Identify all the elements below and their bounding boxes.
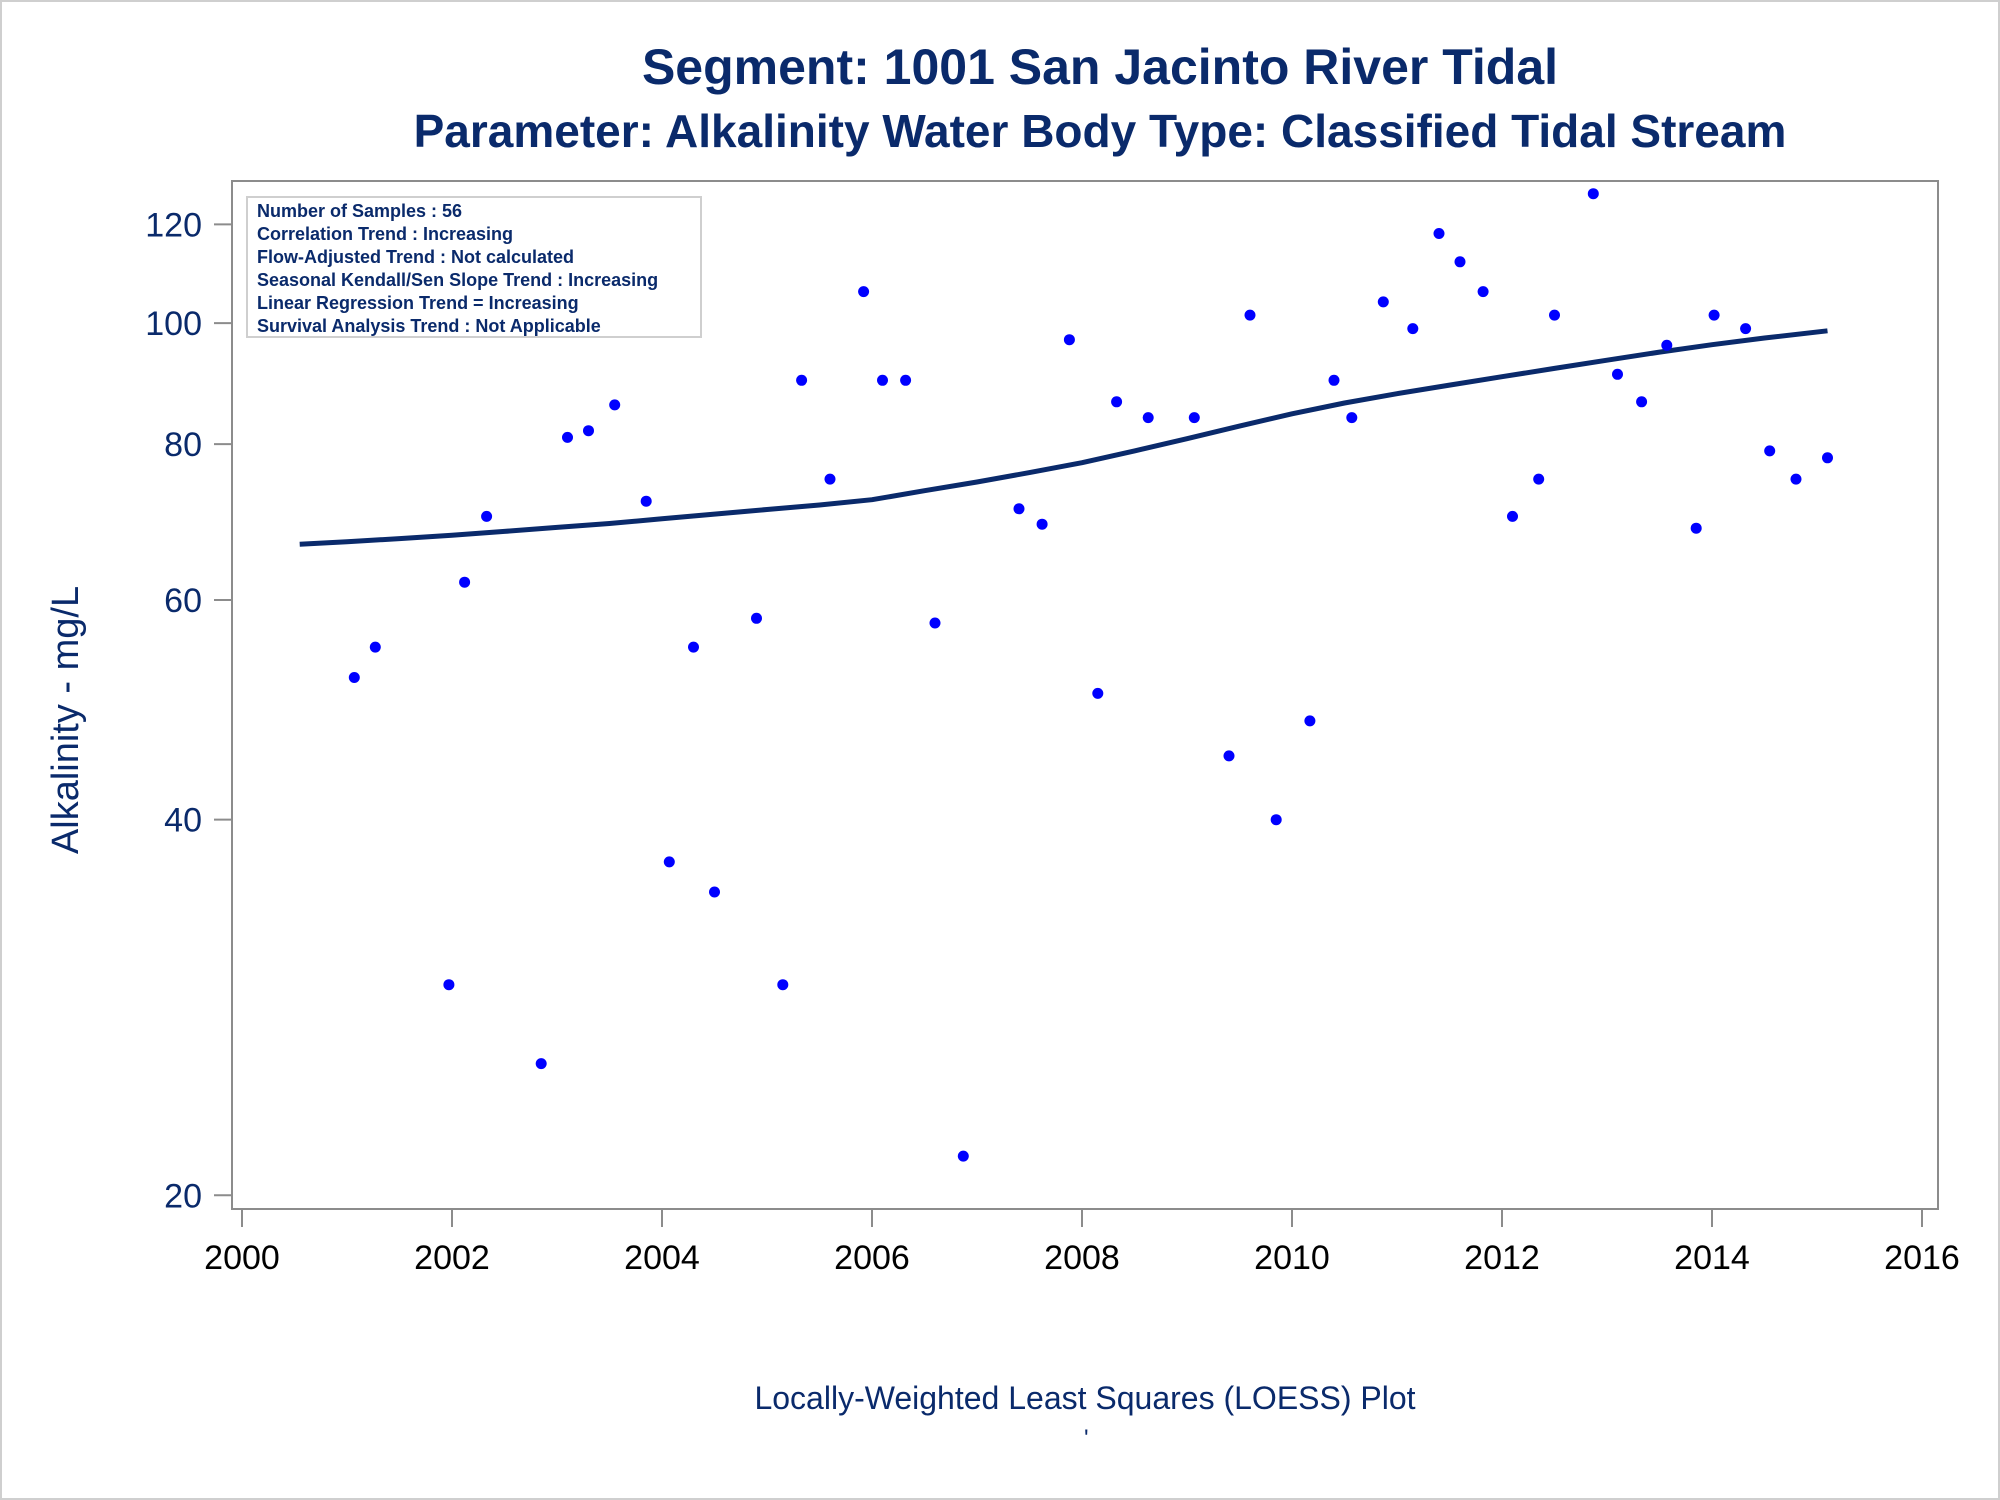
x-tick-label: 2000 (204, 1239, 280, 1277)
data-point (481, 510, 493, 522)
x-tick-label: 2008 (1044, 1239, 1120, 1277)
data-point (535, 1058, 547, 1070)
loess-curve (299, 328, 1828, 547)
stat-line: Survival Analysis Trend : Not Applicable (257, 316, 601, 336)
statistics-lines: Number of Samples : 56 Correlation Trend … (257, 200, 691, 338)
x-tick-label: 2006 (834, 1239, 910, 1277)
y-tick-label: 120 (145, 206, 202, 244)
data-point (443, 979, 455, 991)
data-point (1764, 445, 1776, 457)
x-tick-label: 2016 (1884, 1239, 1960, 1277)
stat-line: Linear Regression Trend = Increasing (257, 293, 579, 313)
plot-area (231, 180, 1939, 1210)
data-point (1690, 522, 1702, 534)
data-point (858, 286, 870, 298)
y-tick-label: 60 (164, 582, 202, 620)
data-point (348, 672, 360, 683)
data-point (709, 886, 720, 898)
data-point (751, 612, 762, 624)
data-point (663, 856, 675, 868)
y-tick-label: 80 (164, 426, 202, 464)
x-tick-label: 2002 (414, 1239, 490, 1277)
stat-line: Correlation Trend : Increasing (257, 224, 514, 244)
y-tick-label: 40 (164, 802, 202, 840)
y-tick-label: 100 (145, 305, 202, 343)
data-point (1433, 228, 1445, 239)
data-point (1188, 412, 1200, 424)
data-point (796, 374, 808, 386)
x-axis: 2000 2002 2004 2006 2008 2010 2012 2014 2016 (204, 1209, 1960, 1277)
data-point (1223, 750, 1235, 762)
data-point (1790, 473, 1802, 485)
data-point (1587, 188, 1599, 200)
x-tick-label: 2010 (1254, 1239, 1330, 1277)
y-axis: 20 40 60 80 100 120 (145, 206, 232, 1215)
data-point (1407, 323, 1419, 335)
statistics-box: Number of Samples : 56 Correlation Trend … (246, 196, 702, 338)
data-point (957, 1150, 969, 1162)
data-point (1822, 452, 1833, 464)
data-point (1013, 503, 1025, 515)
data-point (1549, 309, 1560, 321)
data-point (583, 425, 594, 437)
data-point (640, 495, 652, 507)
x-tick-label: 2012 (1464, 1239, 1540, 1277)
loess-layer (299, 328, 1828, 547)
data-point (688, 641, 699, 653)
data-point (1636, 396, 1648, 408)
y-tick-label: 20 (164, 1177, 202, 1215)
chart-title: Segment: 1001 San Jacinto River Tidal (641, 39, 1559, 95)
data-point (1092, 687, 1104, 699)
stat-line: Seasonal Kendall/Sen Slope Trend : Incre… (257, 270, 659, 290)
data-point (1454, 256, 1466, 268)
data-point (369, 641, 381, 653)
data-point (1328, 374, 1340, 386)
data-point (929, 617, 941, 629)
data-point (1661, 339, 1673, 351)
x-tick-label: 2014 (1674, 1239, 1750, 1277)
data-point (562, 431, 573, 443)
data-point (1377, 296, 1389, 308)
data-point (1111, 396, 1123, 408)
data-point (1063, 334, 1075, 346)
data-point (459, 576, 471, 588)
data-point (1244, 309, 1256, 321)
y-axis-label: Alkalinity - mg/L (45, 586, 87, 854)
data-point (1036, 518, 1048, 530)
stat-line: Number of Samples : 56 (257, 201, 463, 221)
data-point (1740, 323, 1752, 335)
data-point (1304, 715, 1316, 727)
data-point (777, 979, 789, 991)
data-point (1270, 814, 1282, 826)
data-point (877, 374, 888, 386)
data-point (609, 399, 621, 411)
data-point (900, 374, 912, 386)
stat-line: Flow-Adjusted Trend : Not calculated (257, 247, 575, 267)
footnote-mark: ' (1084, 1425, 1089, 1452)
data-point (1477, 286, 1489, 298)
x-tick-label: 2004 (624, 1239, 700, 1277)
data-point (1708, 309, 1720, 321)
data-point (824, 473, 836, 485)
data-point (1612, 368, 1623, 380)
chart-subtitle: Parameter: Alkalinity Water Body Type: C… (413, 105, 1787, 157)
data-point (1142, 412, 1154, 424)
data-point (1346, 412, 1358, 424)
data-point (1507, 510, 1518, 522)
footnote: Locally-Weighted Least Squares (LOESS) P… (754, 1380, 1416, 1416)
data-point (1533, 473, 1545, 485)
